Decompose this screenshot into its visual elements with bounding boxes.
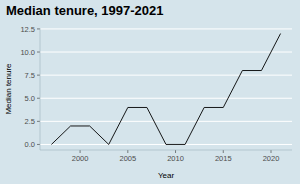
grid-line [40,52,292,53]
y-tick [37,98,40,99]
x-tick [175,150,176,153]
y-axis-label: Median tenure [4,63,13,115]
title: Median tenure, 1997-2021 [6,3,164,18]
line [51,34,280,145]
x-tick-label: 2020 [263,154,280,163]
x-tick-label: 2000 [72,154,89,163]
x-tick [80,150,81,153]
x-axis-label: Year [158,171,175,180]
x-tick [127,150,128,153]
y-tick-label: 7.5 [25,71,35,80]
y-tick-label: 5.0 [25,94,35,103]
x-tick [223,150,224,153]
y-tick-label: 0.0 [25,140,35,149]
grid-line [40,121,292,122]
grid-line [40,28,292,29]
y-axis-line [40,28,41,150]
grid-line [40,98,292,99]
plot-area [51,34,280,145]
x-axis-line [40,150,292,151]
grid-line [40,75,292,76]
y-tick-label: 12.5 [20,25,35,34]
y-tick [37,28,40,29]
chart: Median tenure, 1997-2021 0.0 2.5 5.0 7.5 10.0… [0,0,300,184]
y-tick [37,121,40,122]
background [0,0,300,184]
x-tick-label: 2010 [167,154,184,163]
y-tick [37,52,40,53]
y-tick [37,144,40,145]
x-tick-label: 2005 [119,154,136,163]
y-tick [37,75,40,76]
y-tick-label: 2.5 [25,117,35,126]
x-tick [271,150,272,153]
x-tick-label: 2015 [215,154,232,163]
y-tick-label: 10.0 [20,48,35,57]
